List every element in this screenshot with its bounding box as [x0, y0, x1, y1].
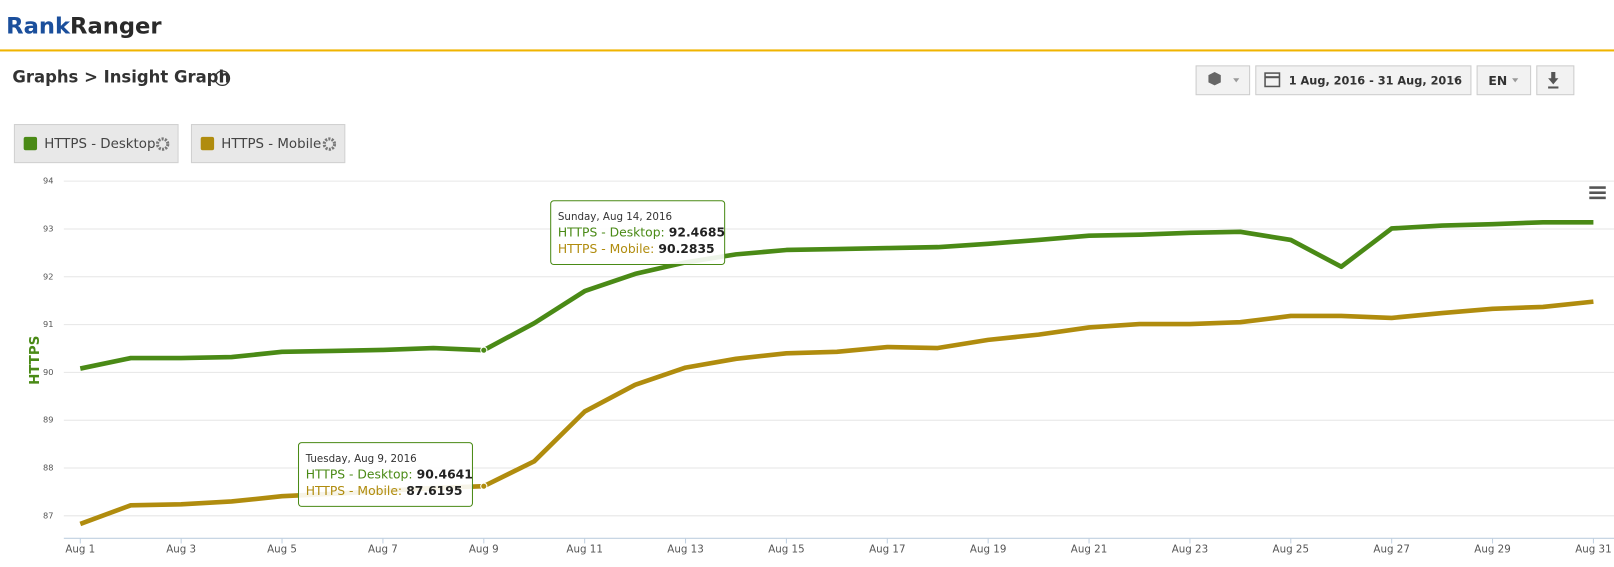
- cube-button[interactable]: [1195, 65, 1251, 96]
- legend-item[interactable]: HTTPS - Mobile: [190, 124, 346, 164]
- x-tick-label: Aug 9: [469, 544, 499, 556]
- breadcrumb[interactable]: Graphs > Insight Graph: [12, 68, 230, 87]
- y-tick-label: 87: [43, 510, 53, 520]
- y-tick-label: 88: [43, 463, 53, 473]
- x-tick-label: Aug 11: [566, 544, 602, 556]
- info-icon[interactable]: [214, 70, 231, 87]
- y-tick-label: 90: [43, 367, 53, 377]
- x-tick-label: Aug 21: [1071, 544, 1107, 556]
- tooltip-series: HTTPS - Desktop:: [558, 225, 665, 239]
- date-range: 1 Aug, 2016 - 31 Aug, 2016: [1289, 73, 1462, 87]
- tooltip-line: HTTPS - Desktop: 90.4641: [306, 467, 473, 481]
- tooltip-line: HTTPS - Desktop: 92.4685: [558, 225, 725, 239]
- tooltip-date: Sunday, Aug 14, 2016: [558, 211, 672, 223]
- tooltip-series: HTTPS - Mobile:: [558, 242, 654, 256]
- x-tick-label: Aug 27: [1373, 544, 1409, 556]
- x-tick-label: Aug 7: [368, 544, 398, 556]
- x-tick-label: Aug 17: [869, 544, 905, 556]
- legend-button: [190, 124, 346, 164]
- date-range-button[interactable]: [1255, 65, 1472, 96]
- logo-rank: Rank: [6, 13, 71, 39]
- tooltip-date: Tuesday, Aug 9, 2016: [305, 453, 417, 465]
- hover-marker: [480, 346, 488, 354]
- x-tick-label: Aug 1: [65, 544, 95, 556]
- legend-item[interactable]: HTTPS - Desktop: [13, 124, 179, 164]
- header-line: [0, 49, 1614, 52]
- x-tick-label: Aug 19: [970, 544, 1006, 556]
- x-tick-label: Aug 3: [166, 544, 196, 556]
- x-tick-label: Aug 29: [1474, 544, 1510, 556]
- tooltip-value: 90.2835: [658, 242, 714, 256]
- series-line: [79, 219, 1594, 371]
- tooltip-box: [550, 200, 726, 266]
- tooltip-box: [297, 442, 473, 507]
- tooltip: Tuesday, Aug 9, 2016 HTTPS - Desktop: 90.4…: [297, 442, 473, 507]
- logo-ranger: Ranger: [70, 13, 162, 39]
- tooltip-value: 90.4641: [417, 467, 473, 481]
- legend-gear: [155, 137, 170, 151]
- legend-label: HTTPS - Mobile: [221, 137, 321, 152]
- x-tick-label: Aug 5: [267, 544, 297, 556]
- tooltip-series: HTTPS - Mobile:: [306, 483, 402, 497]
- chart-menu[interactable]: [1589, 186, 1606, 200]
- legend-gear: [322, 137, 337, 151]
- y-tick-label: 94: [43, 176, 53, 186]
- x-tick-label: Aug 13: [667, 544, 703, 556]
- y-tick-label: 92: [43, 271, 53, 281]
- legend-swatch: [23, 136, 38, 151]
- legend-label: HTTPS - Desktop: [44, 137, 155, 152]
- y-tick-label: 91: [43, 319, 53, 329]
- y-tick-label: 89: [43, 415, 53, 425]
- x-tick-label: Aug 15: [768, 544, 804, 556]
- legend-swatch: [200, 136, 215, 151]
- tooltip-value: 92.4685: [669, 225, 725, 239]
- y-axis-title: HTTPS: [28, 336, 43, 385]
- tooltip: Sunday, Aug 14, 2016 HTTPS - Desktop: 92.4…: [550, 200, 726, 266]
- x-tick-label: Aug 23: [1172, 544, 1208, 556]
- tooltip-line: HTTPS - Mobile: 90.2835: [558, 242, 715, 256]
- tooltip-series: HTTPS - Desktop:: [306, 467, 413, 481]
- header-bar: [0, 0, 1614, 50]
- x-tick-label: Aug 25: [1273, 544, 1309, 556]
- x-tick-label: Aug 31: [1575, 544, 1611, 556]
- legend-button: [13, 124, 179, 164]
- logo[interactable]: RankRanger: [6, 13, 162, 39]
- tooltip-line: HTTPS - Mobile: 87.6195: [306, 483, 463, 497]
- language-button[interactable]: [1476, 65, 1532, 96]
- hover-marker: [480, 482, 488, 490]
- download-button[interactable]: [1536, 65, 1575, 96]
- tooltip-value: 87.6195: [406, 483, 462, 497]
- y-tick-label: 93: [43, 223, 53, 233]
- language: EN: [1488, 74, 1507, 88]
